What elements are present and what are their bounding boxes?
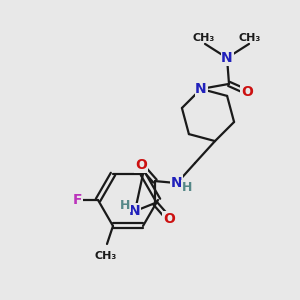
Text: O: O	[241, 85, 253, 99]
Text: O: O	[135, 158, 147, 172]
Text: F: F	[73, 193, 83, 207]
Text: N: N	[129, 204, 141, 218]
Text: CH₃: CH₃	[193, 33, 215, 43]
Text: N: N	[221, 51, 233, 65]
Text: O: O	[163, 212, 175, 226]
Text: H: H	[182, 181, 192, 194]
Text: H: H	[120, 199, 130, 212]
Text: N: N	[171, 176, 183, 190]
Text: CH₃: CH₃	[239, 33, 261, 43]
Text: N: N	[195, 82, 207, 96]
Text: CH₃: CH₃	[95, 251, 117, 261]
